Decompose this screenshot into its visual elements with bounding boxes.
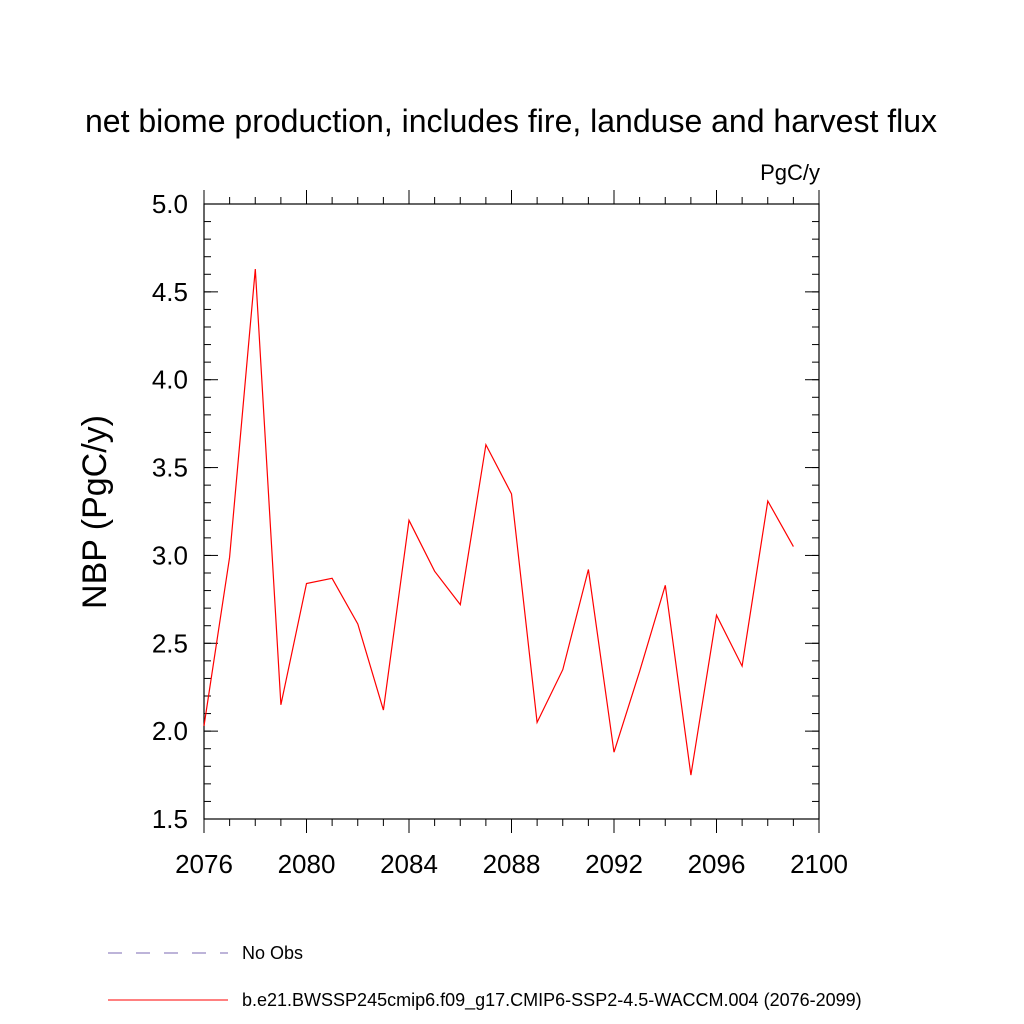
legend: No Obs b.e21.BWSSP245cmip6.f09_g17.CMIP6-… (108, 943, 862, 1011)
x-tick-label: 2100 (790, 849, 848, 879)
y-tick-label: 1.5 (152, 804, 188, 834)
series-layer (203, 268, 794, 776)
series-line (203, 268, 794, 776)
y-tick-label: 5.0 (152, 189, 188, 219)
y-axis-label: NBP (PgC/y) (76, 415, 114, 609)
x-tick-label: 2092 (585, 849, 643, 879)
plot-frame (203, 203, 820, 820)
units-label: PgC/y (760, 160, 820, 185)
y-tick-label: 3.5 (152, 453, 188, 483)
y-tick-label: 4.0 (152, 365, 188, 395)
y-tick-label: 3.0 (152, 540, 188, 570)
x-tick-label: 2084 (380, 849, 438, 879)
axis-layer: 1.5 2.0 2.5 3.0 3.5 4.0 4.5 5.0 2076 2080 2084 2088… (152, 189, 848, 879)
y-tick-label: 4.5 (152, 277, 188, 307)
x-tick-label: 2076 (175, 849, 233, 879)
x-tick-label: 2080 (278, 849, 336, 879)
y-tick-label: 2.5 (152, 628, 188, 658)
chart-title: net biome production, includes fire, lan… (85, 103, 937, 139)
legend-label: No Obs (242, 943, 303, 963)
y-tick-label: 2.0 (152, 716, 188, 746)
x-tick-label: 2088 (483, 849, 541, 879)
x-tick-label: 2096 (688, 849, 746, 879)
legend-label: b.e21.BWSSP245cmip6.f09_g17.CMIP6-SSP2-4… (242, 990, 862, 1011)
